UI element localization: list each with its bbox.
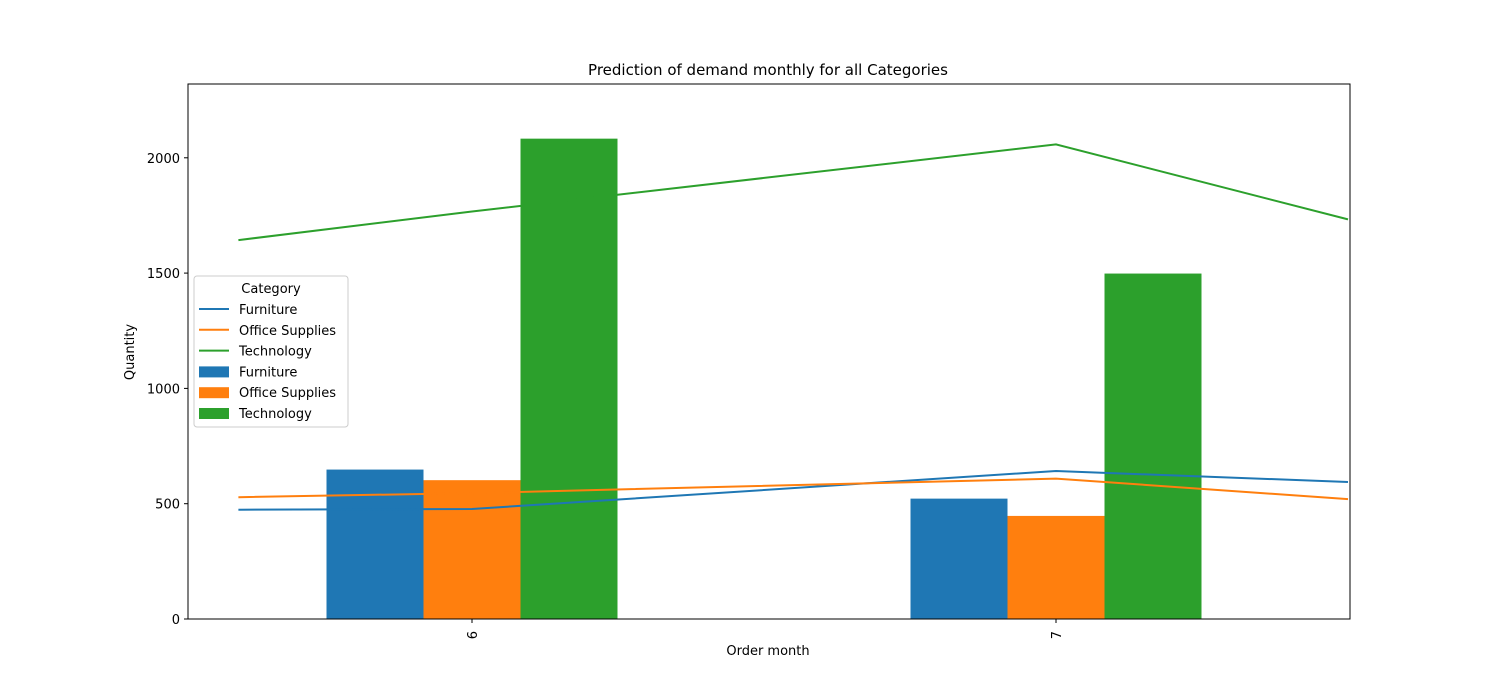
- legend-bar-swatch: [199, 408, 229, 419]
- lines-layer: [238, 143, 1349, 511]
- y-tick-label: 1500: [147, 267, 180, 282]
- legend-bar-swatch: [199, 387, 229, 399]
- plot-frame: [187, 83, 1351, 620]
- x-tick-label: 6: [466, 631, 481, 639]
- y-axis: 0 500 1000 1500 2000: [147, 152, 188, 628]
- legend: Category Furniture Office Supplies Technol…: [193, 275, 349, 428]
- y-tick-label: 2000: [147, 152, 180, 167]
- legend-label: Technology: [238, 407, 312, 422]
- bar: [910, 498, 1008, 619]
- legend-bar-swatch: [199, 366, 229, 378]
- x-tick-label: 7: [1050, 631, 1065, 639]
- x-axis-label: Order month: [726, 644, 809, 659]
- legend-title: Category: [241, 282, 301, 297]
- series-line: [238, 477, 1349, 501]
- legend-frame: [193, 275, 349, 428]
- y-tick-label: 0: [172, 613, 180, 628]
- bar: [1104, 273, 1202, 619]
- legend-label: Furniture: [239, 303, 297, 318]
- bar: [1007, 515, 1105, 619]
- y-tick-label: 500: [155, 498, 180, 513]
- legend-label: Office Supplies: [239, 324, 336, 339]
- y-axis-label: Quantity: [123, 324, 138, 380]
- legend-label: Office Supplies: [239, 386, 336, 401]
- bar: [423, 480, 521, 619]
- legend-label: Furniture: [239, 365, 297, 380]
- legend-items: Furniture Office Supplies Technology Furnit…: [199, 303, 336, 422]
- series-line: [238, 469, 1349, 511]
- bar: [326, 469, 424, 619]
- legend-label: Technology: [238, 345, 312, 360]
- chart-title: Prediction of demand monthly for all Cat…: [588, 61, 948, 79]
- series-line: [238, 143, 1349, 242]
- bar: [520, 138, 618, 619]
- y-tick-label: 1000: [147, 382, 180, 397]
